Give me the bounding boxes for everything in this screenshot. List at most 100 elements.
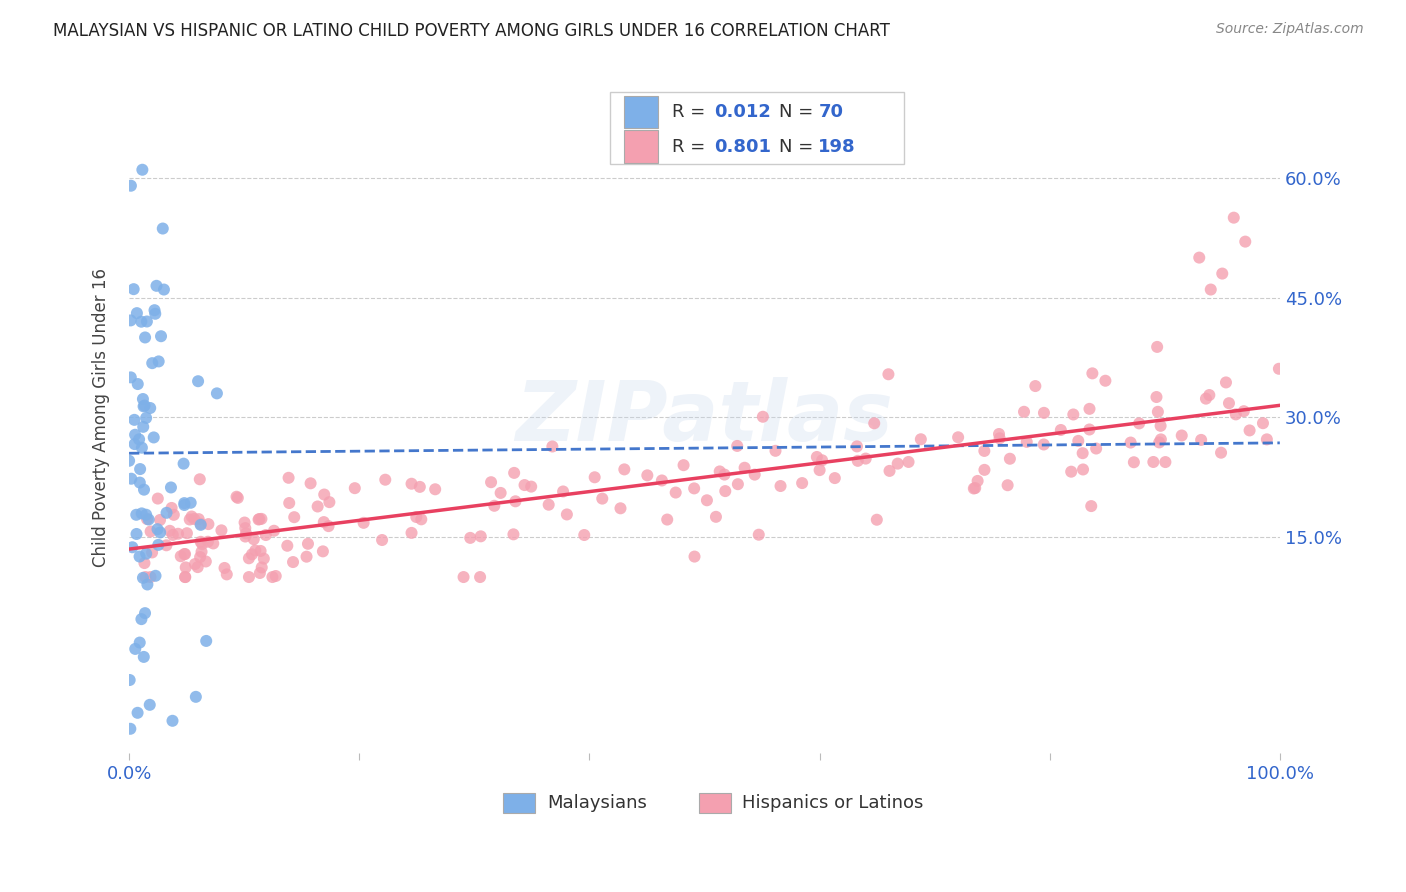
Point bbox=[187, 374, 209, 388]
Point bbox=[128, 635, 150, 649]
Point bbox=[125, 527, 148, 541]
Point bbox=[470, 529, 492, 543]
Point bbox=[235, 526, 257, 541]
Point bbox=[187, 512, 209, 526]
Point bbox=[249, 566, 271, 580]
Point bbox=[174, 547, 197, 561]
Point bbox=[683, 549, 706, 564]
Point bbox=[127, 377, 149, 392]
Point bbox=[127, 706, 149, 720]
Point bbox=[411, 512, 433, 526]
Point bbox=[132, 483, 155, 497]
Point bbox=[963, 482, 986, 496]
Point bbox=[583, 470, 606, 484]
Point bbox=[121, 541, 143, 555]
Point bbox=[188, 472, 211, 486]
Point bbox=[808, 463, 831, 477]
Point bbox=[155, 538, 177, 552]
Point bbox=[1015, 434, 1038, 449]
Point bbox=[179, 512, 201, 526]
Point bbox=[281, 555, 304, 569]
Point bbox=[503, 466, 526, 480]
Point bbox=[250, 512, 273, 526]
Point bbox=[145, 278, 167, 293]
Point bbox=[173, 498, 195, 512]
Point bbox=[128, 433, 150, 447]
FancyBboxPatch shape bbox=[624, 130, 658, 162]
Point bbox=[1154, 455, 1177, 469]
Point bbox=[124, 427, 146, 442]
Text: MALAYSIAN VS HISPANIC OR LATINO CHILD POVERTY AMONG GIRLS UNDER 16 CORRELATION C: MALAYSIAN VS HISPANIC OR LATINO CHILD PO… bbox=[53, 22, 890, 40]
Point bbox=[162, 528, 184, 542]
Text: 70: 70 bbox=[818, 103, 844, 121]
Point bbox=[160, 480, 183, 494]
Point bbox=[314, 487, 336, 501]
Point bbox=[247, 512, 270, 526]
Point bbox=[135, 411, 157, 425]
Point bbox=[122, 282, 145, 296]
Point bbox=[910, 432, 932, 446]
Point bbox=[139, 401, 162, 415]
Point bbox=[769, 479, 792, 493]
Point bbox=[174, 570, 197, 584]
Point bbox=[254, 528, 277, 542]
Point bbox=[846, 454, 869, 468]
Text: N =: N = bbox=[779, 103, 820, 121]
Point bbox=[240, 547, 263, 561]
Text: Hispanics or Latinos: Hispanics or Latinos bbox=[742, 794, 924, 812]
Point bbox=[551, 484, 574, 499]
Point bbox=[132, 400, 155, 414]
Point bbox=[118, 673, 141, 687]
Text: ZIPatlas: ZIPatlas bbox=[516, 376, 893, 458]
Point bbox=[190, 545, 212, 559]
Point bbox=[129, 462, 152, 476]
Point bbox=[163, 508, 186, 522]
Point bbox=[1094, 374, 1116, 388]
Point bbox=[128, 549, 150, 564]
Point bbox=[183, 512, 205, 526]
Point bbox=[541, 440, 564, 454]
Point bbox=[1122, 455, 1144, 469]
Point bbox=[468, 570, 491, 584]
Point bbox=[353, 516, 375, 530]
Point bbox=[136, 577, 159, 591]
FancyBboxPatch shape bbox=[610, 92, 904, 164]
Point bbox=[401, 476, 423, 491]
Point bbox=[1233, 404, 1256, 418]
Point bbox=[1150, 433, 1173, 447]
Point bbox=[125, 508, 148, 522]
Point bbox=[520, 480, 543, 494]
Point bbox=[176, 526, 198, 541]
Point bbox=[162, 714, 184, 728]
Point bbox=[174, 570, 197, 584]
Point bbox=[215, 567, 238, 582]
Point bbox=[125, 306, 148, 320]
Point bbox=[159, 524, 181, 538]
Point bbox=[765, 443, 787, 458]
Point bbox=[886, 457, 908, 471]
Point bbox=[276, 539, 298, 553]
Point bbox=[264, 569, 287, 583]
Text: 0.801: 0.801 bbox=[714, 137, 770, 155]
Point bbox=[513, 478, 536, 492]
Point bbox=[250, 560, 273, 574]
Point bbox=[139, 524, 162, 539]
Point bbox=[209, 524, 232, 538]
Point bbox=[1211, 267, 1233, 281]
Point bbox=[139, 698, 162, 712]
Point bbox=[136, 512, 159, 526]
Point bbox=[1209, 446, 1232, 460]
Point bbox=[262, 570, 284, 584]
Point bbox=[613, 462, 636, 476]
Point bbox=[1256, 433, 1278, 447]
Point bbox=[135, 508, 157, 522]
Point bbox=[657, 512, 679, 526]
Point bbox=[238, 570, 260, 584]
Point bbox=[134, 330, 156, 344]
Point bbox=[138, 512, 160, 526]
Point bbox=[1128, 417, 1150, 431]
Point bbox=[713, 467, 735, 482]
Point bbox=[160, 500, 183, 515]
Point bbox=[1142, 455, 1164, 469]
Text: R =: R = bbox=[672, 137, 711, 155]
